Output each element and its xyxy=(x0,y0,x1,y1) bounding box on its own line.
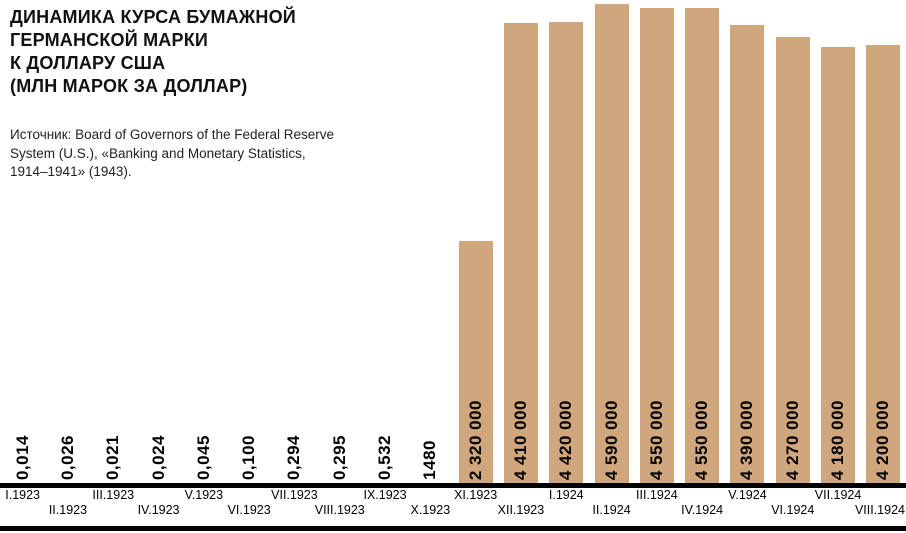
chart-title-line: (МЛН МАРОК ЗА ДОЛЛАР) xyxy=(10,76,248,96)
x-axis-label: IX.1923 xyxy=(363,488,407,502)
x-axis-label: I.1923 xyxy=(5,488,41,502)
bar-value-label: 4 270 000 xyxy=(782,399,802,480)
bar xyxy=(685,8,720,484)
x-axis-label: X.1923 xyxy=(410,503,451,517)
bar-value-label: 4 550 000 xyxy=(646,399,666,480)
bar-value-label: 4 180 000 xyxy=(828,399,848,480)
bar-value-label: 0,294 xyxy=(284,434,304,480)
bar-value-label: 0,532 xyxy=(375,434,395,480)
bar xyxy=(503,23,538,484)
bar-value-label: 4 420 000 xyxy=(556,399,576,480)
bar xyxy=(549,22,584,484)
x-axis-label: XI.1923 xyxy=(454,488,498,502)
chart-source-line: System (U.S.), «Banking and Monetary Sta… xyxy=(10,145,306,161)
bar xyxy=(866,45,901,484)
x-axis-label: I.1924 xyxy=(548,488,584,502)
bar xyxy=(730,25,765,484)
chart-source: Источник: Board of Governors of the Fede… xyxy=(10,126,334,182)
bar xyxy=(639,8,674,484)
bar-value-label: 4 410 000 xyxy=(510,399,530,480)
x-axis-label: II.1924 xyxy=(592,503,631,517)
bar-value-label: 1480 xyxy=(420,440,440,480)
chart-title-line: К ДОЛЛАРУ США xyxy=(10,53,166,73)
bar xyxy=(821,47,856,484)
bar-value-label: 4 390 000 xyxy=(737,399,757,480)
chart-title: ДИНАМИКА КУРСА БУМАЖНОЙ ГЕРМАНСКОЙ МАРКИ… xyxy=(10,6,334,98)
bar-value-label: 0,026 xyxy=(57,434,77,480)
x-axis-label: XII.1923 xyxy=(497,503,545,517)
x-axis-label: V.1923 xyxy=(184,488,224,502)
chart-title-line: ГЕРМАНСКОЙ МАРКИ xyxy=(10,30,209,50)
bar-value-label: 0,021 xyxy=(103,434,123,480)
x-axis-label: VI.1924 xyxy=(771,503,815,517)
x-axis-label: VI.1923 xyxy=(227,503,271,517)
x-axis-label: II.1923 xyxy=(48,503,88,517)
bar-value-label: 0,014 xyxy=(12,434,32,480)
bar-value-label: 0,024 xyxy=(148,434,168,480)
chart-source-line: Источник: Board of Governors of the Fede… xyxy=(10,127,335,142)
x-axis-label: III.1923 xyxy=(92,488,135,502)
chart-header: ДИНАМИКА КУРСА БУМАЖНОЙ ГЕРМАНСКОЙ МАРКИ… xyxy=(10,6,334,182)
x-axis-label: IV.1923 xyxy=(137,503,180,517)
x-axis-label: VIII.1924 xyxy=(854,503,905,517)
bar-value-label: 0,045 xyxy=(193,434,213,480)
bar-value-label: 4 590 000 xyxy=(601,399,621,480)
bar-value-label: 0,295 xyxy=(329,434,349,480)
bar xyxy=(775,37,810,484)
x-axis-label: VII.1924 xyxy=(814,488,862,502)
bottom-rule xyxy=(0,526,906,531)
bar-value-label: 4 200 000 xyxy=(873,399,893,480)
chart-title-line: ДИНАМИКА КУРСА БУМАЖНОЙ xyxy=(10,7,296,27)
bar xyxy=(458,241,493,484)
x-axis-baseline xyxy=(0,483,906,488)
bar-value-label: 4 550 000 xyxy=(692,399,712,480)
chart-source-line: 1914–1941» (1943). xyxy=(10,164,132,179)
x-axis-label: V.1924 xyxy=(728,488,767,502)
bar xyxy=(594,4,629,484)
x-axis-label: IV.1924 xyxy=(681,503,724,517)
x-axis-label: VII.1923 xyxy=(271,488,318,502)
x-axis-label: III.1924 xyxy=(635,488,678,502)
bar-value-label: 2 320 000 xyxy=(465,399,485,480)
bar-value-label: 0,100 xyxy=(239,434,259,480)
x-axis-label: VIII.1923 xyxy=(314,503,365,517)
